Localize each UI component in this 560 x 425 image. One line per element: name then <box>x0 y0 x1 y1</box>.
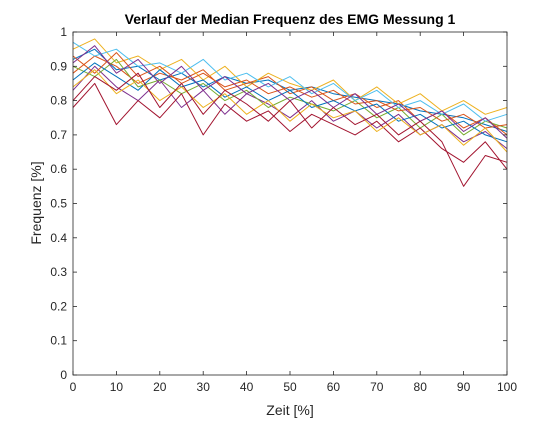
x-tick-label-3: 30 <box>197 380 211 394</box>
series-line-12 <box>72 72 508 187</box>
plot-area <box>73 32 507 375</box>
x-tick-label-10: 100 <box>497 380 517 394</box>
x-tick-label-7: 70 <box>370 380 384 394</box>
x-tick-label-8: 80 <box>414 380 428 394</box>
x-tick-label-6: 60 <box>327 380 341 394</box>
y-tick-label-7: 0.7 <box>50 128 67 142</box>
y-tick-label-6: 0.6 <box>50 162 67 176</box>
y-tick-label-0: 0 <box>60 368 67 382</box>
series-line-3 <box>72 38 508 115</box>
y-axis-label: Frequenz [%] <box>28 161 44 244</box>
series-layer <box>72 38 508 187</box>
y-tick-label-9: 0.9 <box>50 59 67 73</box>
x-tick-label-4: 40 <box>240 380 254 394</box>
axes-layer: 0 10 20 30 40 50 60 70 80 90 100 0 0.1 0.2 0.3 0.4 0.5 0.… <box>50 25 517 394</box>
y-tick-label-1: 0.1 <box>50 334 67 348</box>
x-tick-label-9: 90 <box>457 380 471 394</box>
x-tick-label-0: 0 <box>70 380 77 394</box>
chart-title: Verlauf der Median Frequenz des EMG Mess… <box>125 11 456 27</box>
series-line-6 <box>72 41 508 122</box>
y-tick-label-3: 0.3 <box>50 265 67 279</box>
y-tick-label-4: 0.4 <box>50 231 67 245</box>
y-tick-label-8: 0.8 <box>50 94 67 108</box>
series-line-8 <box>72 62 508 143</box>
y-tick-label-2: 0.2 <box>50 299 67 313</box>
y-tick-label-5: 0.5 <box>50 197 67 211</box>
x-tick-label-2: 20 <box>153 380 167 394</box>
y-tick-label-10: 1 <box>60 25 67 39</box>
series-line-10 <box>72 69 508 153</box>
series-line-7 <box>72 82 508 170</box>
x-tick-label-5: 50 <box>283 380 297 394</box>
x-axis-label: Zeit [%] <box>266 402 313 418</box>
series-line-9 <box>72 52 508 129</box>
x-tick-label-1: 10 <box>110 380 124 394</box>
